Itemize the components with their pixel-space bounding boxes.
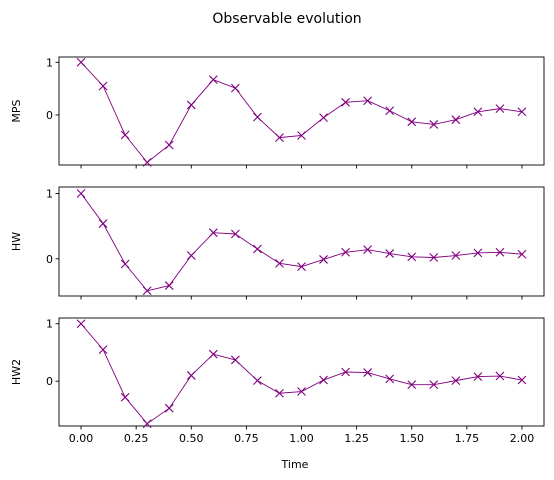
y-tick-label: 0 [46,375,53,388]
data-point [341,247,350,257]
data-point [253,376,262,386]
data-point [164,403,174,413]
data-point [253,244,262,254]
data-point [98,345,108,354]
data-point [429,380,439,390]
x-tick-label: 0.25 [124,432,149,445]
data-point [297,131,306,140]
data-point [495,104,505,114]
x-tick-label: 1.25 [344,432,369,445]
data-point [230,83,240,93]
data-point [385,374,395,384]
series-line [80,193,522,292]
data-point [495,371,505,381]
data-point [407,380,417,390]
y-tick-label: 1 [46,188,53,201]
data-point [275,388,284,398]
data-point [76,57,86,67]
data-point [208,228,218,238]
data-point [297,387,306,396]
data-point [473,248,483,258]
data-point [120,259,130,269]
x-tick-label: 2.00 [510,432,535,445]
data-point [208,349,218,359]
data-point [230,355,240,365]
data-point [319,113,328,122]
data-point [186,100,196,110]
y-axis-label: HW [10,232,23,251]
data-point [98,219,108,228]
y-axis-label: HW2 [10,359,23,385]
y-tick-label: 1 [46,56,53,69]
data-point [253,112,262,122]
data-point [473,107,483,117]
data-point [363,96,373,106]
y-tick-label: 0 [46,109,53,122]
data-point [164,281,174,290]
data-point [341,367,350,377]
panel-hw: 0 1 HW [10,186,545,300]
figure-title: Observable evolution [212,11,361,27]
y-tick-label: 0 [46,253,53,266]
data-point [517,375,527,385]
data-point [451,115,461,125]
data-point [76,189,86,198]
axes-frame [58,56,545,166]
data-point [319,375,328,385]
data-point [363,368,373,377]
x-tick-label: 0.50 [179,432,204,445]
data-point [275,133,284,142]
panel-hw2: 0 1 0.00 0.25 0.50 0.75 1.00 1.25 1.50 1.75 2.00 HW… [10,317,545,445]
data-point [186,371,196,380]
y-tick-label: 1 [46,318,53,331]
data-point [186,251,196,260]
data-point [142,286,152,296]
data-point [275,258,284,268]
axes-frame [58,186,545,297]
data-point [407,252,417,262]
data-point [120,130,130,140]
panel-mps: 0 1 MPS [10,56,545,169]
x-tick-label: 0.00 [69,432,94,445]
x-tick-label: 0.75 [234,432,259,445]
data-point [319,255,328,264]
data-point [120,392,130,402]
data-point [517,107,527,117]
data-point [385,249,395,258]
data-point [142,419,152,429]
axes-frame [58,317,545,427]
data-point [495,247,505,257]
data-point [407,117,417,127]
data-point [341,97,350,107]
x-tick-label: 1.75 [455,432,480,445]
y-axis-label: MPS [10,99,23,122]
data-point [363,245,373,255]
x-tick-label: 1.50 [399,432,424,445]
data-point [429,120,439,129]
x-axis-label: Time [281,458,309,471]
x-tick-label: 1.00 [289,432,314,445]
data-point [142,157,152,167]
data-point [230,229,240,239]
data-point [297,262,306,272]
data-point [208,75,218,85]
data-point [164,140,174,150]
data-point [517,249,527,259]
data-point [451,376,461,386]
data-point [98,81,108,91]
data-point [451,251,461,260]
data-point [385,106,395,116]
data-point [473,372,483,381]
series-line [80,323,523,425]
series-line [80,61,523,163]
data-point [429,253,439,262]
data-point [76,319,86,329]
